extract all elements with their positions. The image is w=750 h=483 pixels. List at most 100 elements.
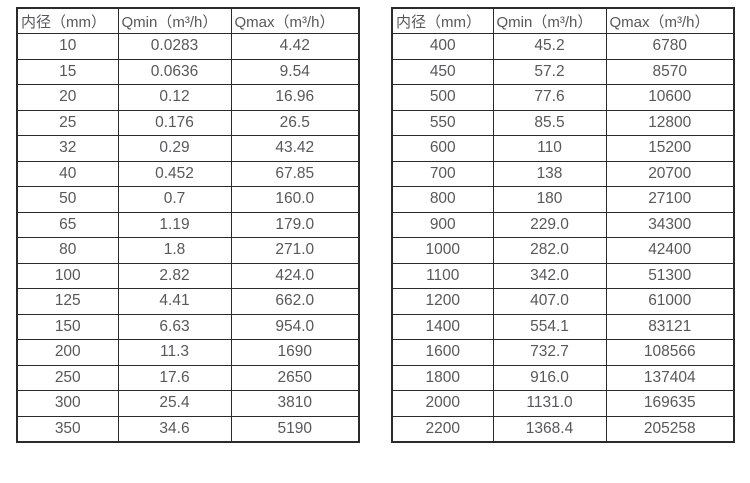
cell-qmin: 6.63 <box>117 313 232 340</box>
flow-spec-table-left: 内径（mm） Qmin（m³/h） Qmax（m³/h） 10 0.0283 4.4… <box>16 7 360 443</box>
cell-qmin: 0.0636 <box>117 58 232 85</box>
cell-qmax: 2650 <box>230 364 360 391</box>
cell-inner-diameter: 450 <box>391 58 494 85</box>
cell-qmin: 916.0 <box>492 364 607 391</box>
cell-inner-diameter: 800 <box>391 186 494 213</box>
cell-inner-diameter: 125 <box>16 288 119 315</box>
cell-inner-diameter: 900 <box>391 211 494 238</box>
flow-spec-table-right: 内径（mm） Qmin（m³/h） Qmax（m³/h） 400 45.2 6780… <box>391 7 735 443</box>
cell-qmin: 57.2 <box>492 58 607 85</box>
table-row: 1800 916.0 137404 <box>391 364 735 391</box>
cell-qmin: 34.6 <box>117 415 232 442</box>
cell-qmin: 0.29 <box>117 135 232 162</box>
cell-qmax: 43.42 <box>230 135 360 162</box>
cell-qmax: 51300 <box>605 262 735 289</box>
cell-qmin: 1131.0 <box>492 390 607 417</box>
cell-qmax: 9.54 <box>230 58 360 85</box>
cell-qmax: 169635 <box>605 390 735 417</box>
table-row: 200 11.3 1690 <box>16 339 360 366</box>
cell-qmax: 20700 <box>605 160 735 187</box>
table-row: 300 25.4 3810 <box>16 390 360 417</box>
cell-qmax: 61000 <box>605 288 735 315</box>
header-qmin: Qmin（m³/h） <box>492 7 607 34</box>
cell-inner-diameter: 1800 <box>391 364 494 391</box>
table-row: 350 34.6 5190 <box>16 415 360 442</box>
table-row: 1200 407.0 61000 <box>391 288 735 315</box>
cell-qmax: 662.0 <box>230 288 360 315</box>
table-row: 2000 1131.0 169635 <box>391 390 735 417</box>
table-row: 20 0.12 16.96 <box>16 84 360 111</box>
cell-inner-diameter: 300 <box>16 390 119 417</box>
cell-qmin: 11.3 <box>117 339 232 366</box>
cell-inner-diameter: 2200 <box>391 415 494 442</box>
cell-qmin: 85.5 <box>492 109 607 136</box>
cell-inner-diameter: 1000 <box>391 237 494 264</box>
cell-qmin: 229.0 <box>492 211 607 238</box>
table-row: 32 0.29 43.42 <box>16 135 360 162</box>
cell-qmin: 0.452 <box>117 160 232 187</box>
cell-qmin: 0.0283 <box>117 33 232 60</box>
cell-qmax: 160.0 <box>230 186 360 213</box>
cell-qmax: 67.85 <box>230 160 360 187</box>
cell-qmax: 1690 <box>230 339 360 366</box>
cell-inner-diameter: 80 <box>16 237 119 264</box>
cell-inner-diameter: 2000 <box>391 390 494 417</box>
table-row: 40 0.452 67.85 <box>16 160 360 187</box>
cell-inner-diameter: 20 <box>16 84 119 111</box>
table-row: 80 1.8 271.0 <box>16 237 360 264</box>
table-row: 800 180 27100 <box>391 186 735 213</box>
table-row: 50 0.7 160.0 <box>16 186 360 213</box>
cell-qmin: 4.41 <box>117 288 232 315</box>
table-row: 125 4.41 662.0 <box>16 288 360 315</box>
table-row: 500 77.6 10600 <box>391 84 735 111</box>
cell-qmin: 407.0 <box>492 288 607 315</box>
cell-inner-diameter: 1600 <box>391 339 494 366</box>
cell-qmin: 138 <box>492 160 607 187</box>
cell-inner-diameter: 550 <box>391 109 494 136</box>
cell-qmax: 26.5 <box>230 109 360 136</box>
cell-inner-diameter: 200 <box>16 339 119 366</box>
table-row: 1400 554.1 83121 <box>391 313 735 340</box>
cell-qmax: 205258 <box>605 415 735 442</box>
table-row: 450 57.2 8570 <box>391 58 735 85</box>
cell-qmax: 954.0 <box>230 313 360 340</box>
table-row: 400 45.2 6780 <box>391 33 735 60</box>
table-row: 25 0.176 26.5 <box>16 109 360 136</box>
cell-qmin: 45.2 <box>492 33 607 60</box>
cell-inner-diameter: 1100 <box>391 262 494 289</box>
cell-inner-diameter: 500 <box>391 84 494 111</box>
cell-qmax: 15200 <box>605 135 735 162</box>
cell-qmin: 282.0 <box>492 237 607 264</box>
header-row: 内径（mm） Qmin（m³/h） Qmax（m³/h） <box>391 7 735 34</box>
table-row: 65 1.19 179.0 <box>16 211 360 238</box>
table-row: 900 229.0 34300 <box>391 211 735 238</box>
cell-inner-diameter: 15 <box>16 58 119 85</box>
cell-qmax: 16.96 <box>230 84 360 111</box>
cell-inner-diameter: 150 <box>16 313 119 340</box>
cell-inner-diameter: 350 <box>16 415 119 442</box>
table-row: 250 17.6 2650 <box>16 364 360 391</box>
table-row: 1000 282.0 42400 <box>391 237 735 264</box>
table-row: 550 85.5 12800 <box>391 109 735 136</box>
cell-qmin: 0.12 <box>117 84 232 111</box>
cell-inner-diameter: 400 <box>391 33 494 60</box>
cell-qmax: 34300 <box>605 211 735 238</box>
cell-inner-diameter: 600 <box>391 135 494 162</box>
cell-qmax: 108566 <box>605 339 735 366</box>
cell-qmax: 6780 <box>605 33 735 60</box>
table-row: 600 110 15200 <box>391 135 735 162</box>
cell-qmax: 10600 <box>605 84 735 111</box>
cell-qmin: 732.7 <box>492 339 607 366</box>
table-row: 1100 342.0 51300 <box>391 262 735 289</box>
cell-inner-diameter: 10 <box>16 33 119 60</box>
cell-qmax: 137404 <box>605 364 735 391</box>
cell-qmax: 5190 <box>230 415 360 442</box>
cell-qmin: 17.6 <box>117 364 232 391</box>
cell-qmin: 77.6 <box>492 84 607 111</box>
cell-qmax: 424.0 <box>230 262 360 289</box>
cell-qmin: 0.176 <box>117 109 232 136</box>
cell-inner-diameter: 65 <box>16 211 119 238</box>
cell-qmin: 180 <box>492 186 607 213</box>
table-row: 2200 1368.4 205258 <box>391 415 735 442</box>
